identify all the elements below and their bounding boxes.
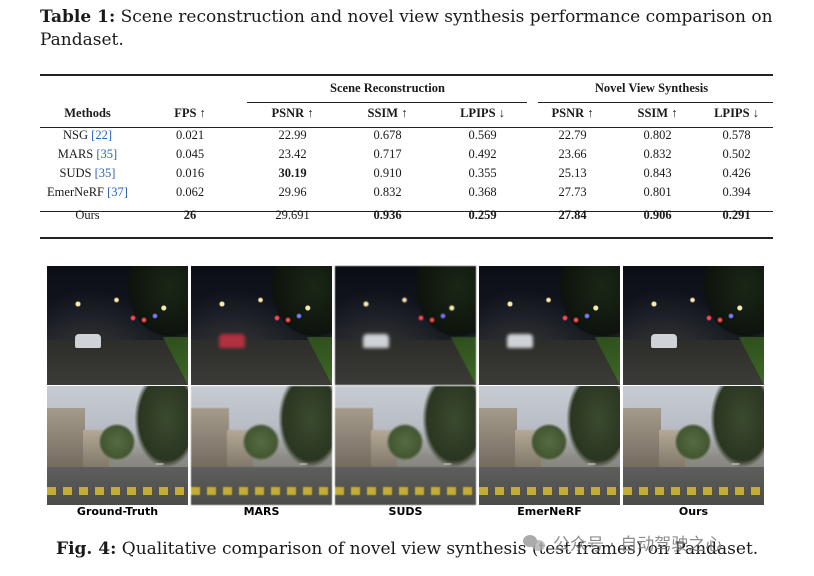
nv-psnr-cell: 25.13 <box>558 166 587 180</box>
nv-ssim-cell: 0.843 <box>643 166 672 180</box>
table-row: EmerNeRF [37] 0.062 29.96 0.832 0.368 27… <box>40 183 773 202</box>
day-image-emernerf <box>479 386 620 505</box>
citation-link[interactable]: [37] <box>107 185 128 199</box>
sr-ssim-cell: 0.717 <box>373 147 402 161</box>
nv-psnr-cell: 27.84 <box>558 207 587 222</box>
day-image-suds <box>335 386 476 505</box>
citation-link[interactable]: [22] <box>91 128 112 142</box>
nv-psnr-cell: 22.79 <box>558 128 587 142</box>
sr-ssim-cell: 0.832 <box>373 185 402 199</box>
sr-ssim-cell: 0.910 <box>373 166 402 180</box>
figure-label-suds: SUDS <box>388 505 423 518</box>
nv-ssim-cell: 0.802 <box>643 128 672 142</box>
sr-psnr-cell: 29.96 <box>278 185 307 199</box>
group-underline-nvs <box>538 102 773 103</box>
night-image-emernerf <box>479 266 620 385</box>
table-ours-rule <box>40 211 773 212</box>
col-header-nv-lpips: LPIPS ↓ <box>714 105 759 120</box>
watermark-text: 公众号 · 自动驾驶之心 <box>553 535 723 555</box>
day-image-ours <box>623 386 764 505</box>
nv-lpips-cell: 0.291 <box>722 207 751 222</box>
figure-label-ours: Ours <box>678 505 709 518</box>
table-bottom-rule <box>40 237 773 239</box>
sr-psnr-cell: 30.19 <box>278 166 307 180</box>
method-cell: EmerNeRF [37] <box>47 185 128 199</box>
nv-ssim-cell: 0.832 <box>643 147 672 161</box>
sr-lpips-cell: 0.492 <box>468 147 497 161</box>
col-header-fps: FPS ↑ <box>174 105 206 120</box>
fps-cell: 26 <box>183 207 197 222</box>
table-header-rule <box>40 127 773 128</box>
nv-psnr-cell: 23.66 <box>558 147 587 161</box>
table-row: SUDS [35] 0.016 30.19 0.910 0.355 25.13 … <box>40 164 773 183</box>
method-cell: MARS [35] <box>57 147 118 161</box>
nv-lpips-cell: 0.394 <box>722 185 751 199</box>
nv-lpips-cell: 0.578 <box>722 128 751 142</box>
night-image-ours <box>623 266 764 385</box>
day-image-ground-truth <box>47 386 188 505</box>
table-top-rule <box>40 74 773 76</box>
group-header-scene-reconstruction: Scene Reconstruction <box>330 80 445 95</box>
nv-lpips-cell: 0.426 <box>722 166 751 180</box>
nv-psnr-cell: 27.73 <box>558 185 587 199</box>
sr-lpips-cell: 0.569 <box>468 128 497 142</box>
night-image-ground-truth <box>47 266 188 385</box>
night-image-mars <box>191 266 332 385</box>
table-row: MARS [35] 0.045 23.42 0.717 0.492 23.66 … <box>40 145 773 164</box>
col-header-sr-ssim: SSIM ↑ <box>367 105 408 120</box>
method-cell: NSG [22] <box>63 128 112 142</box>
night-image-suds <box>335 266 476 385</box>
group-underline-scene <box>247 102 527 103</box>
col-header-methods: Methods <box>64 105 111 120</box>
sr-psnr-cell: 23.42 <box>278 147 307 161</box>
figure-caption-text: Qualitative comparison of novel view syn… <box>121 539 759 559</box>
nv-ssim-cell: 0.801 <box>643 185 672 199</box>
figure-caption: Fig. 4: Qualitative comparison of novel … <box>56 538 758 561</box>
sr-ssim-cell: 0.936 <box>373 207 402 222</box>
fps-cell: 0.045 <box>175 147 205 161</box>
table-row-ours: Ours 26 29.691 0.936 0.259 27.84 0.906 0… <box>40 202 773 228</box>
col-header-sr-psnr: PSNR ↑ <box>271 105 314 120</box>
day-image-mars <box>191 386 332 505</box>
sr-lpips-cell: 0.368 <box>468 185 497 199</box>
wechat-icon <box>523 533 547 553</box>
nv-ssim-cell: 0.906 <box>643 207 672 222</box>
sr-lpips-cell: 0.259 <box>468 207 497 222</box>
sr-psnr-cell: 29.691 <box>275 207 310 222</box>
watermark: 公众号 · 自动驾驶之心 <box>523 530 722 555</box>
figure-label-mars: MARS <box>243 505 280 518</box>
fps-cell: 0.062 <box>175 185 205 199</box>
nv-lpips-cell: 0.502 <box>722 147 751 161</box>
table-row: NSG [22] 0.021 22.99 0.678 0.569 22.79 0… <box>40 126 773 145</box>
col-header-nv-psnr: PSNR ↑ <box>551 105 594 120</box>
table-caption-label: Table 1: <box>40 7 116 27</box>
fps-cell: 0.016 <box>175 166 205 180</box>
col-header-nv-ssim: SSIM ↑ <box>637 105 678 120</box>
group-header-novel-view-synthesis: Novel View Synthesis <box>594 80 709 95</box>
method-cell: Ours <box>75 207 100 222</box>
sr-lpips-cell: 0.355 <box>468 166 497 180</box>
sr-ssim-cell: 0.678 <box>373 128 402 142</box>
method-cell: SUDS [35] <box>59 166 116 180</box>
figure-label-emernerf: EmerNeRF <box>517 505 582 518</box>
fps-cell: 0.021 <box>175 128 205 142</box>
citation-link[interactable]: [35] <box>94 166 116 180</box>
figure-caption-label: Fig. 4: <box>56 539 117 559</box>
figure-label-ground-truth: Ground-Truth <box>76 505 159 518</box>
col-header-sr-lpips: LPIPS ↓ <box>460 105 505 120</box>
table-caption-text: Scene reconstruction and novel view synt… <box>40 7 773 50</box>
table-caption: Table 1: Scene reconstruction and novel … <box>40 6 780 52</box>
results-table: Scene Reconstruction Novel View Synthesi… <box>40 76 773 228</box>
citation-link[interactable]: [35] <box>96 147 118 161</box>
sr-psnr-cell: 22.99 <box>278 128 307 142</box>
